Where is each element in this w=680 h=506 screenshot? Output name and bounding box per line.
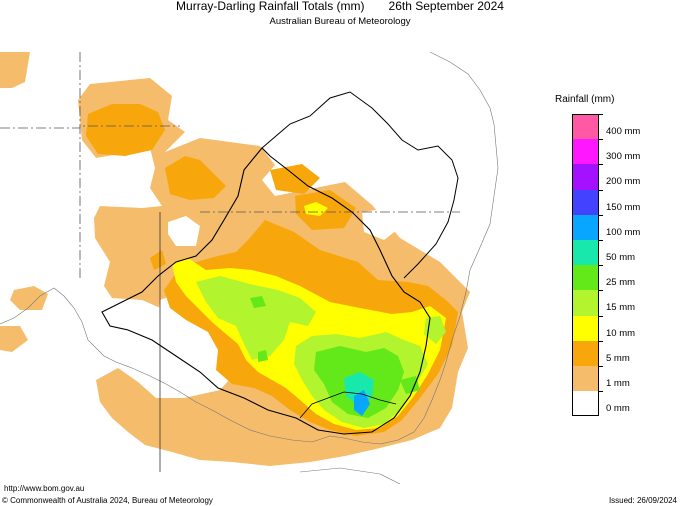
map-subtitle: Australian Bureau of Meteorology (269, 16, 411, 27)
legend-swatch (572, 391, 599, 417)
legend-tick (599, 340, 603, 342)
rain-1mm-region (0, 52, 30, 88)
legend-tick (599, 265, 603, 267)
coastline (0, 51, 499, 445)
legend-row: 400 mm (555, 114, 665, 140)
nsw-vic-border (299, 391, 397, 419)
legend-row: 1 mm (555, 365, 665, 392)
legend-label: 1 mm (606, 377, 630, 389)
legend-row: 15 mm (555, 290, 665, 316)
legend-swatch (572, 340, 599, 366)
map-title: Murray-Darling Rainfall Totals (mm) 26th … (0, 0, 680, 14)
legend-row: 150 mm (555, 189, 665, 215)
legend-label: 100 mm (606, 226, 641, 238)
legend-tick (599, 315, 603, 317)
legend-swatch (572, 315, 599, 341)
legend-label: 5 mm (606, 352, 630, 364)
legend-swatch (572, 189, 599, 215)
rain-0mm-region (362, 208, 402, 240)
rain-10mm-region (304, 202, 328, 216)
legend-swatch (572, 214, 599, 240)
legend-swatch (572, 290, 599, 316)
legend-title: Rainfall (mm) (555, 94, 615, 105)
tasmania-outline (299, 467, 401, 484)
legend-label: 200 mm (606, 176, 641, 188)
legend-row: 200 mm (555, 164, 665, 190)
legend-row: 25 mm (555, 265, 665, 291)
legend-row: 10 mm (555, 315, 665, 341)
basin-boundary (261, 91, 459, 279)
legend-tick (599, 189, 603, 191)
legend-tick (599, 214, 603, 216)
rain-0mm-region (168, 216, 200, 246)
legend-row: 100 mm (555, 214, 665, 240)
legend-row: 50 mm (555, 239, 665, 266)
legend-label: 300 mm (606, 151, 641, 163)
footer-issued: Issued: 26/09/2024 (608, 496, 677, 505)
legend-label: 0 mm (606, 403, 630, 415)
legend-label: 10 mm (606, 327, 636, 339)
rain-25mm-region (250, 296, 266, 308)
rain-1mm-region (0, 326, 28, 352)
footer-copyright: © Commonwealth of Australia 2024, Bureau… (2, 496, 213, 505)
legend-label: 400 mm (606, 126, 641, 137)
legend-tick (599, 164, 603, 166)
rain-100mm-region (354, 390, 370, 416)
legend-rows: 400 mm 300 mm 200 mm 150 mm 100 mm 50 mm 25 mm… (555, 114, 665, 417)
legend-swatch (572, 139, 599, 165)
rainfall-legend: Rainfall (mm) 400 mm 300 mm 200 mm 150 mm 10… (555, 94, 665, 417)
legend-row: 300 mm (555, 139, 665, 165)
legend-label: 150 mm (606, 201, 641, 213)
legend-swatch (572, 239, 599, 266)
rain-25mm-region (258, 350, 268, 362)
basin-boundary (101, 147, 431, 435)
legend-label: 15 mm (606, 302, 636, 314)
rain-5mm-region (86, 104, 165, 156)
rain-5mm-region (270, 164, 320, 194)
legend-tick (599, 114, 603, 115)
legend-swatch (572, 164, 599, 190)
title-text: Murray-Darling Rainfall Totals (mm) (176, 0, 365, 13)
legend-tick (599, 139, 603, 141)
legend-tick (599, 239, 603, 241)
rain-25mm-region (400, 376, 420, 394)
rain-1mm-region (10, 286, 48, 310)
legend-swatch (572, 365, 599, 392)
legend-row: 0 mm (555, 391, 665, 417)
rain-5mm-region (150, 250, 166, 270)
legend-swatch (572, 114, 599, 140)
rain-15mm-region (196, 276, 316, 360)
title-date: 26th September 2024 (388, 0, 504, 13)
coastline-and-borders (0, 51, 499, 484)
legend-swatch (572, 265, 599, 291)
legend-label: 50 mm (606, 251, 636, 263)
legend-row: 5 mm (555, 340, 665, 366)
rainfall-map (0, 51, 499, 484)
state-border (0, 125, 180, 129)
legend-label: 25 mm (606, 277, 636, 289)
footer-url[interactable]: http://www.bom.gov.au (4, 484, 85, 493)
rainfall-layer (0, 52, 470, 466)
rain-5mm-region (165, 156, 226, 200)
legend-tick (599, 365, 603, 367)
legend-tick (599, 391, 603, 393)
legend-tick (599, 290, 603, 292)
